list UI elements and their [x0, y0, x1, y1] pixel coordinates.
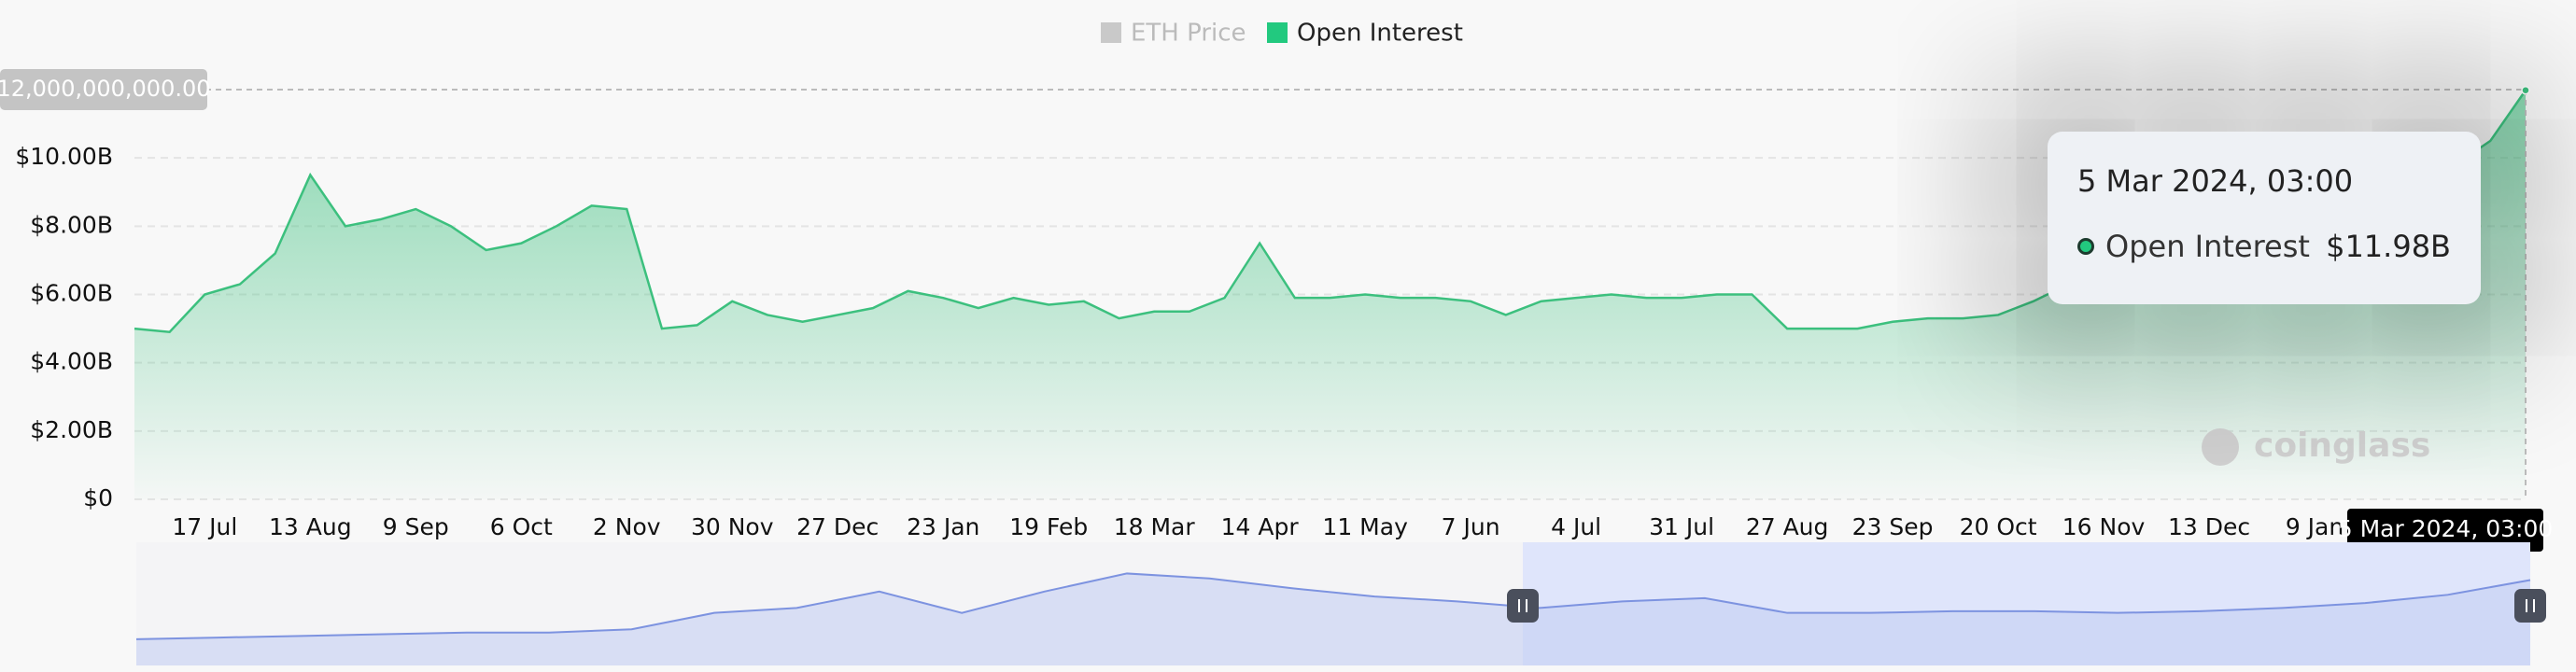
x-tick-label: 31 Jul [1649, 513, 1714, 540]
x-tick-label: 23 Sep [1852, 513, 1934, 540]
x-tick-label: 17 Jul [172, 513, 237, 540]
y-tick-label: $8.00B [30, 211, 113, 238]
crosshair-y-box [0, 69, 207, 110]
x-tick-label: 18 Mar [1114, 513, 1196, 540]
tooltip-date: 5 Mar 2024, 03:00 [2077, 163, 2354, 199]
tooltip-value: $11.98B [2326, 229, 2451, 264]
navigator-area [136, 573, 2530, 665]
x-tick-label: 19 Feb [1009, 513, 1088, 540]
x-tick-label: 23 Jan [907, 513, 979, 540]
navigator-line [135, 572, 2531, 640]
tooltip: 5 Mar 2024, 03:00 Open Interest $11.98B [2048, 132, 2481, 304]
legend-label[interactable]: ETH Price [1131, 20, 1246, 48]
area [134, 90, 2526, 500]
last-point [2521, 85, 2530, 95]
x-tick-label: 9 Sep [383, 513, 449, 540]
x-tick-label: 9 Jan [2286, 513, 2344, 540]
y-tick-label: $0 [83, 484, 113, 511]
crosshair-x-box [2347, 509, 2543, 552]
x-tick-label: 4 Jul [1551, 513, 1601, 540]
y-tick-label: $6.00B [30, 280, 113, 307]
x-tick-label: 6 Oct [490, 513, 553, 540]
x-tick-label: 2 Nov [593, 513, 661, 540]
legend-swatch[interactable] [1267, 22, 1288, 43]
x-tick-label: 27 Dec [796, 513, 879, 540]
navigator-handle[interactable] [2514, 589, 2546, 623]
x-tick-label: 7 Jun [1442, 513, 1500, 540]
crosshair-x-label: 5 Mar 2024, 03:00 [2338, 515, 2554, 542]
tooltip-series: Open Interest [2105, 229, 2310, 264]
tooltip-marker [2077, 238, 2094, 255]
y-tick-label: $4.00B [30, 348, 113, 375]
x-tick-label: 14 Apr [1221, 513, 1300, 540]
y-tick-label: $2.00B [30, 416, 113, 443]
x-tick-label: 16 Nov [2062, 513, 2146, 540]
watermark-logo [2202, 428, 2239, 466]
x-tick-label: 13 Dec [2168, 513, 2250, 540]
x-tick-label: 13 Aug [269, 513, 352, 540]
watermark: coinglass [2254, 427, 2430, 465]
crosshair-y-label: 12,000,000,000.00 [0, 76, 211, 102]
navigator-handle[interactable] [1507, 589, 1539, 623]
x-tick-label: 20 Oct [1960, 513, 2037, 540]
legend-swatch[interactable] [1101, 22, 1121, 43]
legend-label[interactable]: Open Interest [1297, 20, 1463, 48]
y-tick-label: $10.00B [15, 143, 113, 170]
x-tick-label: 27 Aug [1746, 513, 1829, 540]
x-tick-label: 30 Nov [691, 513, 774, 540]
x-tick-label: 11 May [1322, 513, 1408, 540]
